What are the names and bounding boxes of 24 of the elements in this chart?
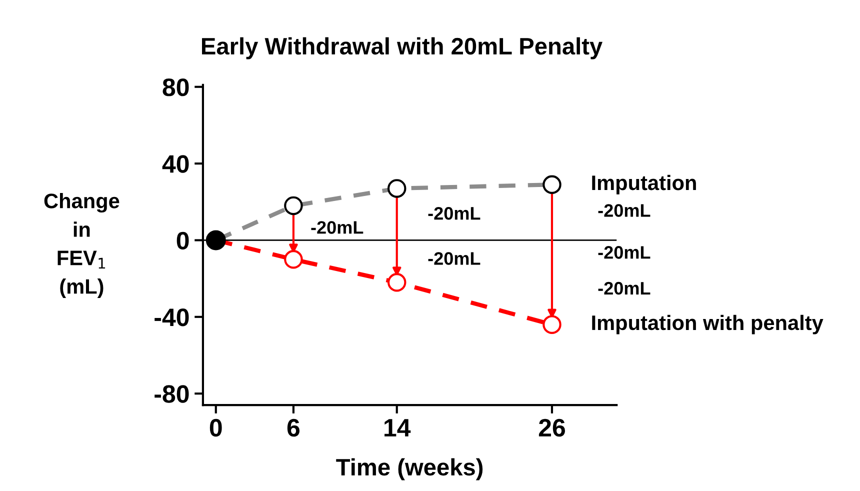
point bbox=[387, 273, 406, 292]
chart-title: Early Withdrawal with 20mL Penalty bbox=[202, 37, 602, 60]
y-axis-title: Change in FEV$_{1}$ (mL) bbox=[44, 193, 120, 298]
annotation: -20mL bbox=[598, 246, 650, 259]
y-tick-label: -80 bbox=[154, 385, 189, 403]
point bbox=[542, 315, 562, 334]
annotation: -20mL bbox=[598, 282, 650, 295]
y-tick-label: 80 bbox=[162, 78, 189, 96]
x-tick-label: 26 bbox=[538, 418, 565, 437]
x-tick-label: 6 bbox=[287, 418, 300, 437]
y-tick-label: 40 bbox=[162, 155, 189, 173]
annotation: -20mL bbox=[428, 252, 480, 265]
y-tick-label: 0 bbox=[176, 232, 189, 250]
point bbox=[284, 250, 303, 269]
y-tick-label: -40 bbox=[154, 308, 189, 326]
x-axis-title: Time (weeks) bbox=[336, 458, 483, 480]
x-tick-label: 0 bbox=[210, 418, 222, 437]
x-tick-label: 14 bbox=[384, 419, 411, 436]
series-label: Imputation bbox=[592, 174, 696, 194]
annotation: -20mL bbox=[311, 221, 364, 234]
point bbox=[206, 230, 226, 250]
annotation: -20mL bbox=[428, 206, 480, 220]
annotation: -20mL bbox=[598, 204, 650, 217]
legend-label: Imputation with penalty bbox=[592, 314, 824, 334]
